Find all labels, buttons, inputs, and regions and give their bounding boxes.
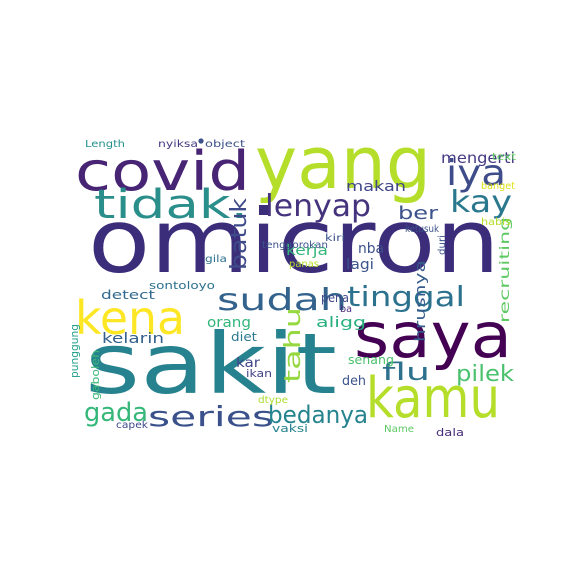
word-pena: pena — [321, 291, 349, 305]
word-ikan: ikan — [246, 367, 272, 380]
word-text: text — [492, 152, 516, 163]
word-kamu: kamu — [366, 366, 500, 431]
word-kiri: kiri — [325, 233, 345, 244]
word-ba: ba — [340, 304, 352, 315]
word-sakit: sakit — [85, 315, 337, 413]
word-senang: senang — [348, 353, 394, 367]
word-gaboleh: gaboleh — [89, 350, 102, 400]
word-ketusuk: ketusuk — [405, 224, 439, 235]
word-object: object — [205, 139, 245, 150]
word-deh: deh — [342, 374, 366, 389]
word-makan: makan — [346, 179, 406, 195]
word-length: Length — [85, 139, 125, 150]
word-lenyap: lenyap — [265, 189, 371, 224]
word-vaksi: vaksi — [272, 422, 308, 435]
word-panas: panas — [289, 259, 319, 270]
word-dala: dala — [436, 426, 464, 439]
word-aligg: aligg — [316, 315, 366, 331]
word-kar: kar — [236, 356, 261, 371]
word-kay: kay — [450, 185, 512, 220]
word-tenggorokan: tenggorokan — [262, 240, 328, 251]
word-tidak: tidak. — [94, 182, 248, 228]
word-sontoloyo: sontoloyo — [149, 279, 215, 292]
word-dtype: dtype — [258, 395, 288, 406]
word-habis: habis — [481, 217, 511, 228]
word-flu: flu — [382, 358, 430, 386]
word-bedanya: bedanya — [268, 401, 368, 429]
word-recruiting: recruiting — [498, 217, 513, 323]
word-kelarin: kelarin — [102, 331, 164, 347]
word-covid: covid — [75, 140, 250, 203]
word-kena: kena — [75, 291, 185, 345]
word-nba: nba — [358, 241, 384, 257]
word-iya: iya — [446, 153, 506, 194]
word-duri: duri — [437, 235, 448, 255]
word-hrusnya: hrusnya — [413, 260, 429, 342]
word-yang: yang — [255, 121, 431, 205]
word-pilek: pilek — [456, 362, 514, 387]
word-diet: diet — [231, 330, 257, 344]
word-saya: saya — [354, 299, 512, 372]
word-name: Name — [384, 424, 414, 435]
word-mengerti: mengerti — [441, 149, 515, 167]
word-ber: ber — [398, 203, 439, 224]
word-orang: orang — [207, 315, 251, 331]
word-nyiksa: nyiksa — [158, 139, 198, 150]
word-gila: gila — [205, 254, 227, 265]
word-sudah: sudah — [217, 283, 347, 318]
word-kerja: kerja — [286, 243, 328, 259]
word-tinggal: tinggal — [347, 280, 465, 313]
word-batuk: batuk — [227, 198, 252, 270]
word-lagi: lagi — [346, 257, 374, 273]
word-banget: banget — [481, 181, 515, 192]
word-detect: detect — [101, 288, 155, 302]
word-gada: gada — [84, 398, 148, 428]
word-capek: capek — [116, 420, 148, 431]
word-tahu: tahu — [281, 307, 306, 383]
word-omicron: omicron — [88, 190, 500, 293]
dot-mark — [198, 138, 204, 144]
word-series: series — [148, 400, 274, 433]
word-punggung: punggung — [68, 324, 81, 378]
